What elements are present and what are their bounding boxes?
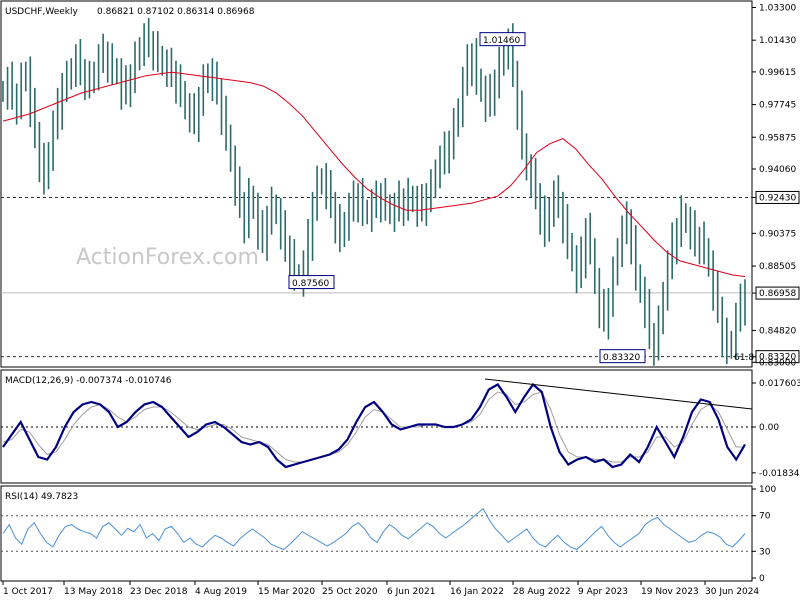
x-tick-label: 19 Nov 2023 — [641, 587, 699, 597]
macd-label: MACD(12,26,9) -0.007374 -0.010746 — [5, 376, 172, 386]
price-y-tick-box — [755, 350, 800, 364]
price-y-tick-label: 0.95875 — [759, 133, 796, 143]
x-tick-label: 13 May 2018 — [64, 587, 123, 597]
rsi-y-tick-label: 0 — [759, 574, 765, 584]
x-tick-label: 15 Mar 2020 — [258, 587, 315, 597]
chart-symbol-period: USDCHF,Weekly — [5, 7, 78, 17]
price-y-tick-label: 0.92430 — [759, 193, 796, 203]
rsi-level-lines — [1, 515, 752, 552]
chart-ohlc: 0.86821 0.87102 0.86314 0.86968 — [97, 7, 255, 17]
rsi-panel-frame — [0, 485, 753, 582]
price-level-callouts: 1.01460 0.87560 0.83320 — [288, 32, 646, 364]
macd-y-tick-label: 0.00 — [759, 423, 779, 433]
rsi-y-tick-label: 70 — [759, 512, 771, 522]
price-level-label-0: 1.01460 — [483, 36, 520, 46]
price-y-tick-label: 0.88505 — [759, 262, 796, 272]
macd-y-tick-label: 0.017603 — [759, 379, 800, 389]
price-y-tick-box — [755, 286, 800, 300]
rsi-y-axis: 100 70 30 0 — [752, 485, 776, 584]
macd-line — [2, 382, 746, 469]
price-y-tick-box — [755, 190, 800, 204]
x-tick-label: 16 Jan 2022 — [450, 587, 504, 597]
price-level-label-1: 0.87560 — [292, 279, 329, 289]
x-tick-label: 25 Oct 2020 — [322, 587, 378, 597]
price-level-label-2: 0.83320 — [603, 353, 640, 363]
price-y-tick-label: 0.84820 — [759, 326, 796, 336]
x-tick-label: 1 Oct 2017 — [3, 587, 53, 597]
watermark: ActionForex.com — [76, 245, 259, 270]
x-tick-label: 28 Aug 2022 — [513, 587, 571, 597]
price-y-tick-label: 0.86958 — [759, 289, 796, 299]
rsi-line — [2, 507, 746, 551]
price-y-tick-label: 0.99615 — [759, 68, 796, 78]
rsi-label: RSI(14) 49.7823 — [5, 492, 78, 502]
x-tick-label: 4 Aug 2019 — [195, 587, 247, 597]
x-tick-label: 30 Jun 2024 — [705, 587, 759, 597]
price-level-box-1 — [288, 275, 335, 290]
macd-trendline — [484, 378, 753, 410]
price-level-box-0 — [479, 32, 526, 47]
price-y-tick-label: 0.83000 — [759, 358, 796, 368]
x-tick-label: 9 Apr 2023 — [578, 587, 628, 597]
price-y-tick-label: 0.97745 — [759, 101, 796, 111]
price-candles — [2, 17, 746, 366]
x-axis: 1 Oct 2017 13 May 2018 23 Dec 2018 4 Aug 20… — [2, 581, 759, 597]
price-y-tick-label: 1.03300 — [759, 3, 796, 13]
macd-y-tick-label: -0.01834 — [759, 469, 800, 479]
price-panel-frame — [0, 0, 753, 368]
price-reference-lines — [1, 196, 752, 358]
price-y-tick-label: 0.83320 — [759, 353, 796, 363]
rsi-y-tick-label: 100 — [759, 485, 776, 495]
fib-level-label: 61.8 — [734, 353, 754, 363]
rsi-y-tick-label: 30 — [759, 547, 771, 557]
price-y-tick-label: 0.90375 — [759, 229, 796, 239]
price-y-tick-label: 1.01430 — [759, 36, 796, 46]
price-y-axis: 1.03300 1.01430 0.99615 0.97745 0.95875 0.940… — [752, 3, 800, 368]
x-tick-label: 6 Jun 2021 — [387, 587, 435, 597]
price-level-box-2 — [599, 349, 646, 364]
price-y-tick-label: 0.94060 — [759, 165, 796, 175]
macd-y-axis: 0.017603 0.00 -0.01834 — [752, 379, 800, 479]
x-tick-label: 23 Dec 2018 — [130, 587, 188, 597]
moving-average-line — [2, 71, 746, 278]
